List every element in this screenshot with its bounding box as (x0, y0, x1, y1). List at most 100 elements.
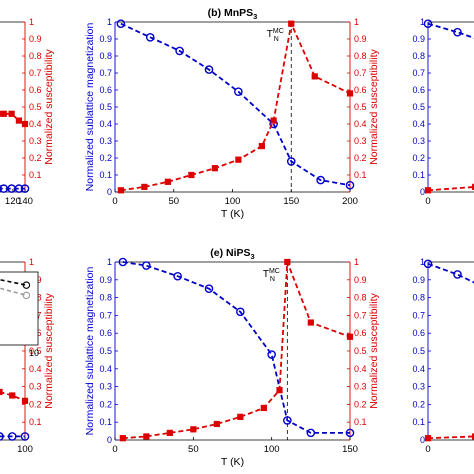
data-point-magnetization (7, 432, 17, 441)
data-point-susceptibility (0, 110, 7, 117)
y2-tick-label: 0.3 (354, 136, 367, 146)
data-point-magnetization (453, 270, 462, 279)
data-point-magnetization (175, 46, 184, 56)
y-tick-label: 0.7 (99, 68, 112, 78)
y-tick-label: 0.3 (412, 382, 425, 392)
data-point-magnetization (20, 184, 30, 193)
y2-tick-label: 0.9 (354, 275, 367, 285)
x-axis-label: T (K) (221, 208, 244, 220)
y-tick-label: 0.5 (412, 102, 425, 112)
inset-series-line (0, 287, 27, 297)
data-point-magnetization (0, 184, 2, 193)
y-tick-label: 0.1 (412, 170, 425, 180)
data-point-susceptibility (270, 117, 277, 124)
data-point-magnetization (267, 350, 276, 359)
y-tick-label: 0.5 (412, 346, 425, 356)
data-point-magnetization (286, 157, 296, 166)
y-tick-label: 0.7 (99, 310, 112, 320)
y2-tick-label: 0.7 (354, 310, 367, 320)
y2-tick-label: 1 (354, 17, 359, 27)
data-point-magnetization (14, 184, 24, 193)
data-point-magnetization (116, 19, 126, 29)
y2-tick-label: 1 (29, 17, 34, 27)
data-point-susceptibility (117, 187, 124, 194)
data-point-susceptibility (260, 404, 267, 412)
y-tick-label: 0 (420, 187, 425, 197)
y2-tick-label: 0.6 (29, 85, 42, 95)
data-point-susceptibility (21, 397, 29, 404)
data-point-susceptibility (472, 183, 474, 191)
panel-title: (b) MnPS3 (208, 7, 258, 21)
data-point-susceptibility (307, 319, 314, 326)
y2-tick-label: 0.3 (29, 382, 42, 392)
y-tick-label: 0.4 (99, 119, 112, 129)
y-axis-label: Normalized sublattice magnetization (84, 23, 96, 192)
data-point-susceptibility (472, 433, 474, 440)
transition-annotation: TMC N (267, 28, 284, 43)
data-point-susceptibility (258, 143, 265, 150)
panel-title: (e) NiPS3 (210, 247, 254, 261)
y2-axis-label: Normalized susceptibility (43, 292, 55, 408)
y-tick-label: 0.2 (412, 399, 425, 409)
data-point-susceptibility (276, 387, 283, 394)
y-tick-label: 0.8 (412, 51, 425, 61)
data-point-susceptibility (8, 110, 15, 117)
y2-tick-label: 1 (29, 257, 34, 267)
panel-left-bottom: 1000.10.20.30.40.50.60.70.80.91Normalize… (0, 257, 55, 455)
y-tick-label: 1 (420, 17, 425, 27)
data-point-susceptibility (424, 187, 432, 194)
y2-tick-label: 0.4 (354, 119, 367, 129)
y2-tick-label: 0.6 (354, 328, 367, 338)
data-point-susceptibility (0, 388, 3, 396)
y-tick-label: 0.6 (412, 85, 425, 95)
y2-tick-label: 0.2 (29, 153, 42, 163)
series-line-susceptibility (427, 435, 474, 440)
y-tick-label: 0.8 (412, 293, 425, 303)
y-tick-label: 0.9 (412, 275, 425, 285)
data-point-susceptibility (188, 171, 195, 179)
y2-tick-label: 0.4 (29, 119, 42, 129)
y2-tick-label: 0.5 (354, 346, 367, 356)
data-point-magnetization (316, 175, 325, 185)
panel-center-top: 0 50 100 150 200 0 0.1 0.2 0.3 0.4 0.5 0.6 0.7 0.8 0.9… (84, 7, 380, 220)
data-point-magnetization (142, 261, 151, 270)
data-point-susceptibility (237, 413, 244, 420)
x-tick-label: 150 (283, 196, 299, 207)
y-tick-label: 1 (107, 257, 112, 267)
y-tick-label: 0.3 (99, 136, 112, 146)
inset-series-marker (22, 291, 31, 300)
data-point-susceptibility (141, 183, 148, 191)
y-tick-label: 0.8 (99, 293, 112, 303)
y2-tick-label: 0.8 (354, 293, 367, 303)
data-point-magnetization (423, 19, 433, 29)
data-point-magnetization (345, 428, 355, 438)
y2-tick-label: 0.1 (29, 170, 42, 180)
y2-tick-label: 0.3 (354, 382, 367, 392)
panel-right-bottom: 010000.10.20.30.40.50.60.70.80.91 (412, 257, 474, 455)
x-tick-label: 0 (112, 196, 117, 207)
data-point-susceptibility (288, 20, 295, 27)
y-tick-label: 0.3 (99, 382, 112, 392)
panel-center-bottom: 0 50 100 150 0 0.1 0.2 0.3 0.4 0.5 0.6 0.7 0.8 0.9 1 0.… (84, 247, 380, 468)
y-tick-label: 0.1 (99, 417, 112, 427)
data-point-susceptibility (211, 165, 218, 172)
y-tick-label: 1 (420, 257, 425, 267)
data-point-magnetization (283, 416, 292, 425)
x-tick-label: 0 (425, 196, 430, 207)
y-tick-label: 1 (107, 17, 112, 27)
data-point-magnetization (204, 284, 214, 294)
y-tick-label: 0.2 (412, 153, 425, 163)
y2-tick-label: 0.2 (354, 153, 367, 163)
x-tick-label: 50 (168, 196, 179, 207)
data-point-magnetization (423, 259, 433, 269)
data-point-magnetization (145, 33, 155, 42)
y-tick-label: 0.4 (412, 364, 425, 374)
data-point-susceptibility (21, 120, 29, 128)
data-point-susceptibility (164, 178, 171, 185)
data-point-susceptibility (284, 258, 291, 266)
inset-tick-label: 10 (29, 348, 39, 358)
y-tick-label: 0.7 (412, 310, 425, 320)
data-point-magnetization (118, 257, 128, 267)
inset-series-line (0, 278, 27, 286)
